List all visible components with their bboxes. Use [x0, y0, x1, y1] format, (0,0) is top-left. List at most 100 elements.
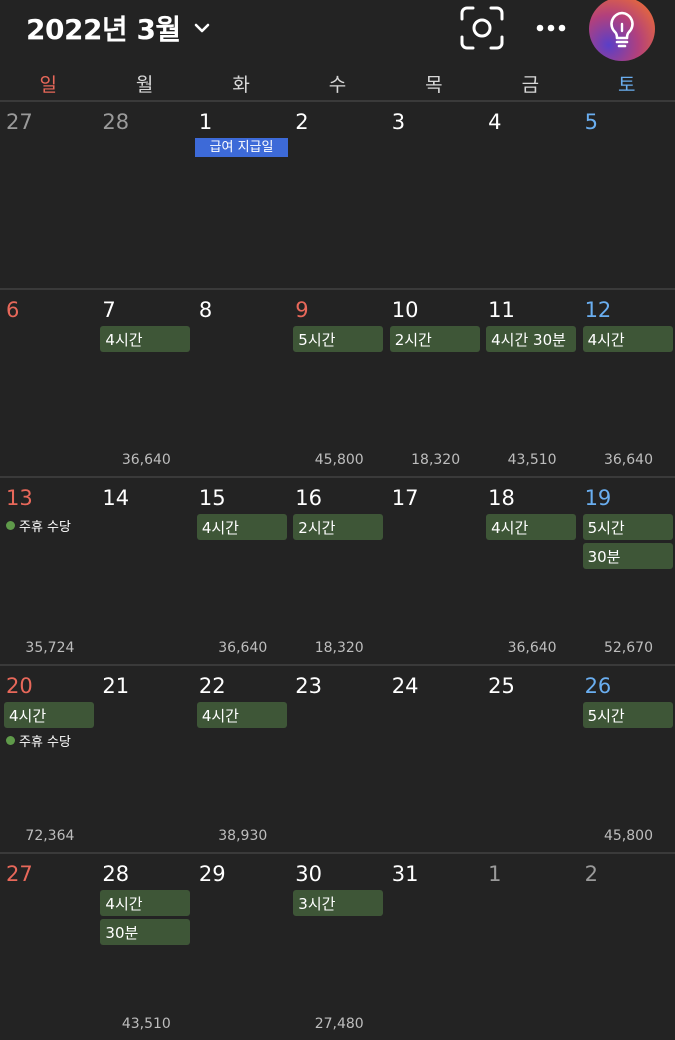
weekday-wed: 수 — [328, 74, 347, 96]
day-cell[interactable]: 17 — [386, 478, 482, 664]
day-cell[interactable]: 12 4시간 36,640 — [579, 290, 675, 476]
day-cell[interactable]: 10 2시간 18,320 — [386, 290, 482, 476]
allowance-text: 주휴 수당 — [19, 735, 71, 750]
day-cell[interactable]: 15 4시간 36,640 — [193, 478, 289, 664]
day-number: 28 — [102, 862, 130, 886]
scan-icon — [460, 6, 504, 50]
day-number: 2 — [295, 110, 309, 134]
day-cell[interactable]: 20 4시간 주휴 수당 72,364 — [0, 666, 96, 852]
work-shift-event[interactable]: 4시간 — [100, 326, 191, 352]
work-shift-event[interactable]: 4시간 — [196, 702, 287, 728]
work-shift-event[interactable]: 5시간 — [582, 702, 673, 728]
week-row: 27 28 4시간 30분 43,510 29 30 3시간 27,480 31 1 2 — [0, 854, 675, 1040]
daily-wage: 43,510 — [121, 1016, 171, 1032]
day-cell[interactable]: 16 2시간 18,320 — [289, 478, 385, 664]
day-number: 1 — [488, 862, 502, 886]
day-cell[interactable]: 31 — [386, 854, 482, 1040]
work-shift-event[interactable]: 2시간 — [293, 514, 384, 540]
day-cell[interactable]: 8 — [193, 290, 289, 476]
work-shift-event[interactable]: 5시간 — [293, 326, 384, 352]
work-shift-event[interactable]: 4시간 30분 — [486, 326, 577, 352]
payday-badge[interactable]: 급여 지급일 — [195, 138, 288, 157]
work-shift-event[interactable]: 4시간 — [100, 890, 191, 916]
day-cell[interactable]: 25 — [482, 666, 578, 852]
work-shift-event[interactable]: 30분 — [100, 919, 191, 945]
day-cell[interactable]: 23 — [289, 666, 385, 852]
week-row: 6 7 4시간 36,640 8 9 5시간 45,800 10 2시간 18,320 11 4시간 3… — [0, 290, 675, 476]
day-cell[interactable]: 30 3시간 27,480 — [289, 854, 385, 1040]
day-number: 28 — [102, 110, 130, 134]
day-cell[interactable]: 3 — [386, 102, 482, 288]
more-button[interactable] — [530, 14, 572, 42]
work-shift-event[interactable]: 2시간 — [389, 326, 480, 352]
day-number: 31 — [391, 862, 419, 886]
work-shift-event[interactable]: 4시간 — [196, 514, 287, 540]
day-cell[interactable]: 21 — [96, 666, 192, 852]
week-divider — [0, 852, 675, 854]
day-cell[interactable]: 26 5시간 45,800 — [579, 666, 675, 852]
daily-wage: 36,640 — [218, 640, 268, 656]
weekly-allowance-label: 주휴 수당 — [6, 516, 71, 535]
day-cell[interactable]: 24 — [386, 666, 482, 852]
day-cell[interactable]: 5 — [579, 102, 675, 288]
day-cell[interactable]: 11 4시간 30분 43,510 — [482, 290, 578, 476]
day-cell[interactable]: 28 — [96, 102, 192, 288]
day-number: 14 — [102, 486, 130, 510]
day-cell[interactable]: 27 — [0, 102, 96, 288]
day-number: 9 — [295, 298, 309, 322]
weekday-mon: 월 — [135, 74, 154, 96]
work-shift-event[interactable]: 3시간 — [293, 890, 384, 916]
day-cell[interactable]: 27 — [0, 854, 96, 1040]
lightbulb-icon — [610, 11, 634, 48]
day-number: 24 — [391, 674, 419, 698]
header: 2022년 3월 — [0, 0, 675, 62]
allowance-text: 주휴 수당 — [19, 520, 71, 535]
week-divider — [0, 100, 675, 102]
day-cell[interactable]: 2 — [289, 102, 385, 288]
allowance-dot-icon — [6, 521, 15, 530]
day-number: 10 — [391, 298, 419, 322]
day-cell[interactable]: 4 — [482, 102, 578, 288]
day-cell[interactable]: 1 — [482, 854, 578, 1040]
day-number: 30 — [295, 862, 323, 886]
day-number: 23 — [295, 674, 323, 698]
day-cell[interactable]: 6 — [0, 290, 96, 476]
day-cell[interactable]: 1 — [193, 102, 289, 288]
month-selector[interactable]: 2022년 3월 — [26, 8, 211, 48]
daily-wage: 36,640 — [507, 640, 557, 656]
more-icon — [536, 24, 566, 32]
day-number: 16 — [295, 486, 323, 510]
daily-wage: 45,800 — [603, 828, 653, 844]
week-row: 27 28 1 2 3 4 5 — [0, 102, 675, 288]
work-shift-event[interactable]: 4시간 — [486, 514, 577, 540]
day-number: 22 — [198, 674, 226, 698]
tips-button[interactable] — [589, 0, 655, 61]
daily-wage: 18,320 — [411, 452, 461, 468]
work-shift-event[interactable]: 4시간 — [4, 702, 94, 728]
day-cell[interactable]: 18 4시간 36,640 — [482, 478, 578, 664]
day-cell[interactable]: 13 주휴 수당 35,724 — [0, 478, 96, 664]
day-cell[interactable]: 9 5시간 45,800 — [289, 290, 385, 476]
day-number: 1 — [198, 110, 213, 134]
work-shift-event[interactable]: 5시간 — [582, 514, 673, 540]
day-number: 3 — [391, 110, 406, 134]
day-cell[interactable]: 2 — [579, 854, 675, 1040]
day-number: 6 — [6, 298, 20, 322]
day-number: 4 — [488, 110, 502, 134]
work-shift-event[interactable]: 4시간 — [582, 326, 673, 352]
day-number: 25 — [488, 674, 515, 698]
weekday-fri: 금 — [521, 74, 540, 96]
scan-button[interactable] — [459, 5, 505, 51]
day-number: 5 — [584, 110, 598, 134]
day-cell[interactable]: 19 5시간 30분 52,670 — [579, 478, 675, 664]
day-cell[interactable]: 14 — [96, 478, 192, 664]
work-shift-event[interactable]: 30분 — [582, 543, 673, 569]
day-cell[interactable]: 28 4시간 30분 43,510 — [96, 854, 192, 1040]
day-cell[interactable]: 22 4시간 38,930 — [193, 666, 289, 852]
daily-wage: 36,640 — [603, 452, 653, 468]
daily-wage: 45,800 — [314, 452, 364, 468]
daily-wage: 52,670 — [603, 640, 653, 656]
day-cell[interactable]: 7 4시간 36,640 — [96, 290, 192, 476]
day-number: 15 — [198, 486, 226, 510]
day-cell[interactable]: 29 — [193, 854, 289, 1040]
